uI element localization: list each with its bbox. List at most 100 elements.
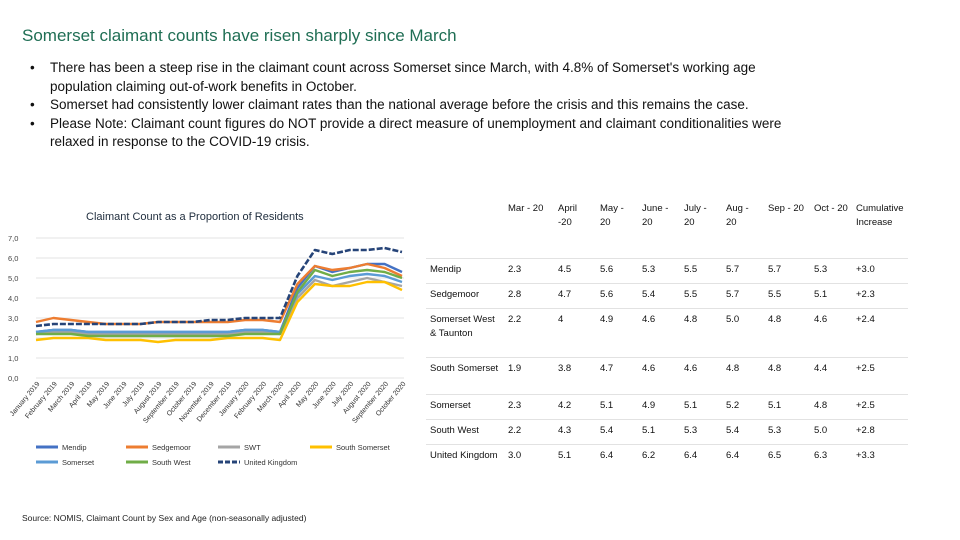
y-tick-label: 6,0 xyxy=(8,254,18,263)
table-cell: +2.4 xyxy=(852,308,908,357)
table-cell: 5.7 xyxy=(722,283,764,308)
table-cell: 5.1 xyxy=(810,283,852,308)
table-header-cell: July - 20 xyxy=(680,198,722,258)
table-cell: 4.9 xyxy=(638,394,680,419)
y-tick-label: 1,0 xyxy=(8,354,18,363)
table-cell: +2.8 xyxy=(852,419,908,444)
y-tick-label: 5,0 xyxy=(8,274,18,283)
table-cell: +2.3 xyxy=(852,283,908,308)
slide-title: Somerset claimant counts have risen shar… xyxy=(22,26,457,45)
row-label: Somerset West & Taunton xyxy=(426,308,504,357)
y-tick-label: 2,0 xyxy=(8,334,18,343)
row-label: Mendip xyxy=(426,258,504,283)
table-row: Somerset West & Taunton 2.2 4 4.9 4.6 4.8 5.0 4… xyxy=(426,308,908,357)
legend-label: Somerset xyxy=(62,458,95,467)
table-cell: 6.4 xyxy=(596,444,638,477)
table-cell: 2.3 xyxy=(504,258,554,283)
table-cell: 2.2 xyxy=(504,419,554,444)
table-cell: 4.8 xyxy=(722,357,764,394)
table-cell: +3.3 xyxy=(852,444,908,477)
table-cell: 5.6 xyxy=(596,258,638,283)
y-tick-label: 7,0 xyxy=(8,234,18,243)
table-header-blank xyxy=(426,198,504,258)
table-cell: 5.5 xyxy=(764,283,810,308)
bullet-item: Somerset had consistently lower claimant… xyxy=(30,96,790,115)
table-cell: 4.8 xyxy=(680,308,722,357)
table-header-cell: Sep - 20 xyxy=(764,198,810,258)
chart-title: Claimant Count as a Proportion of Reside… xyxy=(86,211,304,223)
table-cell: 5.5 xyxy=(680,258,722,283)
table-cell: 3.8 xyxy=(554,357,596,394)
series-line xyxy=(35,272,403,334)
legend-label: South Somerset xyxy=(336,443,391,452)
table-cell: 4.6 xyxy=(638,308,680,357)
table-cell: 5.3 xyxy=(810,258,852,283)
y-tick-label: 4,0 xyxy=(8,294,18,303)
series-line xyxy=(35,246,403,328)
table-row: South Somerset 1.9 3.8 4.7 4.6 4.6 4.8 4.8 4.4 +2… xyxy=(426,357,908,394)
table-cell: 4.3 xyxy=(554,419,596,444)
table-cell: 2.8 xyxy=(504,283,554,308)
table-cell: 4.8 xyxy=(810,394,852,419)
y-tick-label: 3,0 xyxy=(8,314,18,323)
row-label: Sedgemoor xyxy=(426,283,504,308)
table-cell: 5.0 xyxy=(722,308,764,357)
y-tick-label: 0,0 xyxy=(8,374,18,383)
table-cell: 4.6 xyxy=(810,308,852,357)
series-line xyxy=(35,280,403,344)
table-cell: 6.2 xyxy=(638,444,680,477)
table-cell: 3.0 xyxy=(504,444,554,477)
table-header-row: Mar - 20 April -20 May - 20 June - 20 July -… xyxy=(426,198,908,258)
table-cell: 6.5 xyxy=(764,444,810,477)
table-cell: 5.1 xyxy=(638,419,680,444)
table-body: Mendip 2.3 4.5 5.6 5.3 5.5 5.7 5.7 5.3 +3.0 Sedgem… xyxy=(426,258,908,477)
table-row: Sedgemoor 2.8 4.7 5.6 5.4 5.5 5.7 5.5 5.1 +2.3 xyxy=(426,283,908,308)
table-cell: 2.2 xyxy=(504,308,554,357)
table-cell: 5.4 xyxy=(596,419,638,444)
row-label: Somerset xyxy=(426,394,504,419)
table-cell: 5.7 xyxy=(722,258,764,283)
table-header-cell: Oct - 20 xyxy=(810,198,852,258)
table-header-cell: June - 20 xyxy=(638,198,680,258)
legend-label: Sedgemoor xyxy=(152,443,191,452)
table-cell: +3.0 xyxy=(852,258,908,283)
table-cell: 5.7 xyxy=(764,258,810,283)
table-cell: 4.9 xyxy=(596,308,638,357)
table-header-cell: Aug - 20 xyxy=(722,198,764,258)
legend-label: Mendip xyxy=(62,443,87,452)
x-tick-label: January 2019 xyxy=(9,381,42,418)
table-header-cell: Mar - 20 xyxy=(504,198,554,258)
table-cell: 1.9 xyxy=(504,357,554,394)
series-line xyxy=(36,268,403,338)
table-header-cell: Cumulative Increase xyxy=(852,198,908,258)
table-cell: 4.5 xyxy=(554,258,596,283)
series-line xyxy=(35,276,403,336)
table-cell: 4.4 xyxy=(810,357,852,394)
table-cell: +2.5 xyxy=(852,357,908,394)
bullet-item: Please Note: Claimant count figures do N… xyxy=(30,115,790,152)
row-label: South West xyxy=(426,419,504,444)
table-cell: 4.7 xyxy=(596,357,638,394)
legend-label: South West xyxy=(152,458,192,467)
table-cell: 4.6 xyxy=(680,357,722,394)
table-cell: 5.3 xyxy=(764,419,810,444)
claimant-line-chart: Claimant Count as a Proportion of Reside… xyxy=(8,211,408,467)
table-cell: 5.6 xyxy=(596,283,638,308)
claimant-table: Mar - 20 April -20 May - 20 June - 20 July -… xyxy=(426,198,908,477)
table-cell: +2.5 xyxy=(852,394,908,419)
table-cell: 5.1 xyxy=(596,394,638,419)
table-row: United Kingdom 3.0 5.1 6.4 6.2 6.4 6.4 6.5 6.3 +3… xyxy=(426,444,908,477)
table-cell: 5.1 xyxy=(554,444,596,477)
table-cell: 4.8 xyxy=(764,308,810,357)
table-cell: 5.2 xyxy=(722,394,764,419)
table-cell: 5.3 xyxy=(638,258,680,283)
table-cell: 4.6 xyxy=(638,357,680,394)
table-cell: 5.1 xyxy=(764,394,810,419)
table-cell: 4.7 xyxy=(554,283,596,308)
source-note: Source: NOMIS, Claimant Count by Sex and… xyxy=(22,513,307,523)
table-cell: 4.2 xyxy=(554,394,596,419)
table-row: Somerset 2.3 4.2 5.1 4.9 5.1 5.2 5.1 4.8 +2.5 xyxy=(426,394,908,419)
legend-label: SWT xyxy=(244,443,261,452)
table-row: South West 2.2 4.3 5.4 5.1 5.3 5.4 5.3 5.0 +2.8 xyxy=(426,419,908,444)
row-label: United Kingdom xyxy=(426,444,504,477)
